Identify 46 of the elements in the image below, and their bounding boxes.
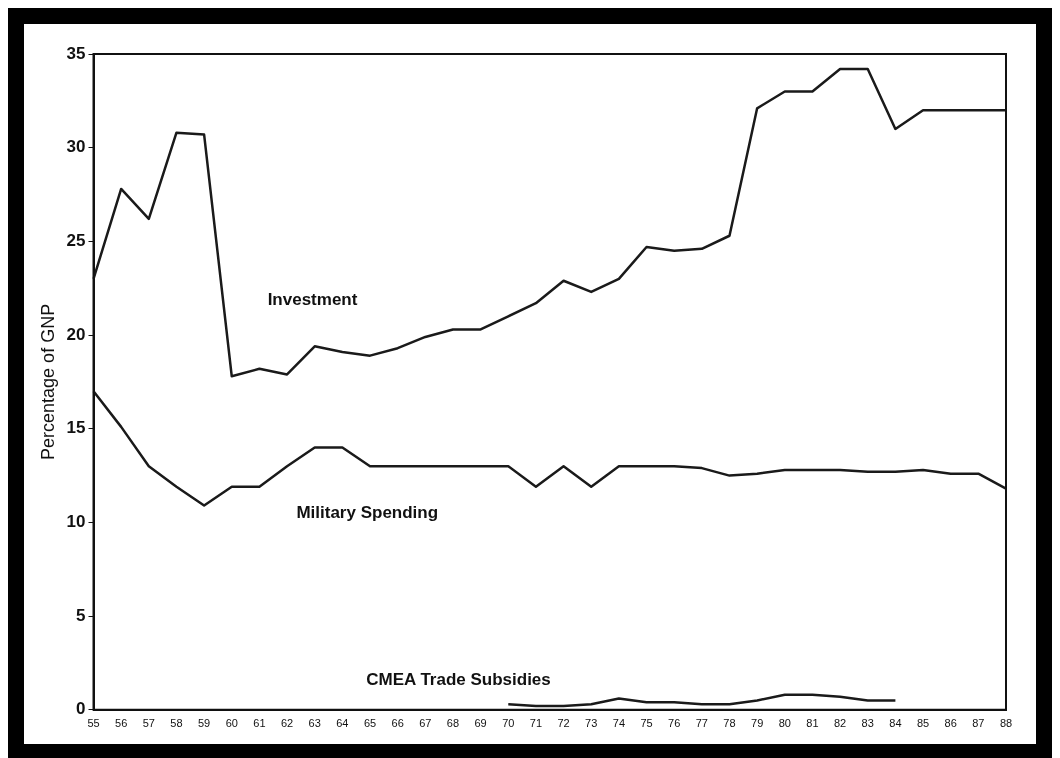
x-tick-label: 66 [391,717,404,730]
y-tick-label: 25 [66,231,86,251]
x-tick-label: 67 [419,717,432,730]
y-tick-label: 15 [66,418,86,438]
x-tick-label: 85 [916,717,930,730]
x-tick-label: 83 [861,717,874,730]
y-tick-label: 10 [66,512,86,532]
x-tick-label: 60 [225,717,238,730]
x-tick-label: 77 [695,717,708,730]
x-tick-label: 88 [999,717,1013,730]
x-tick-label: 72 [557,717,570,730]
text: Military Spending [296,502,439,522]
y-tick-label: 30 [66,137,86,157]
x-tick-label: 76 [668,717,681,730]
x-tick-label: 62 [280,717,294,730]
x-tick-label: 70 [502,717,515,730]
y-tick-label: 20 [66,324,86,344]
x-tick-label: 73 [585,717,598,730]
x-tick-label: 55 [87,717,100,730]
y-tick-label: 5 [76,605,86,625]
x-tick-label: 82 [833,717,847,730]
y-tick-label: 35 [66,43,86,63]
x-tick-label: 74 [612,717,626,730]
x-tick-label: 80 [778,717,791,730]
x-tick-label: 71 [529,717,543,730]
x-tick-label: 59 [197,717,211,730]
x-tick-label: 58 [170,717,183,730]
x-tick-label: 69 [474,717,487,730]
text: Investment [267,289,358,309]
y-tick-label: 0 [76,699,86,719]
y-axis-title: Percentage of GNP [37,303,58,460]
x-tick-label: 57 [142,717,155,730]
x-tick-label: 65 [363,717,377,730]
x-tick-label: 56 [115,717,128,730]
x-tick-label: 84 [889,717,902,730]
x-tick-label: 64 [336,717,349,730]
x-tick-label: 79 [751,717,764,730]
x-tick-label: 87 [972,717,985,730]
x-tick-label: 61 [253,717,266,730]
series-label: CMEA Trade Subsidies [366,669,551,689]
x-tick-label: 75 [640,717,653,730]
x-tick-label: 68 [446,717,460,730]
x-tick-label: 86 [944,717,957,730]
x-tick-label: 63 [308,717,321,730]
x-tick-label: 81 [806,717,819,730]
x-tick-label: 78 [723,717,736,730]
